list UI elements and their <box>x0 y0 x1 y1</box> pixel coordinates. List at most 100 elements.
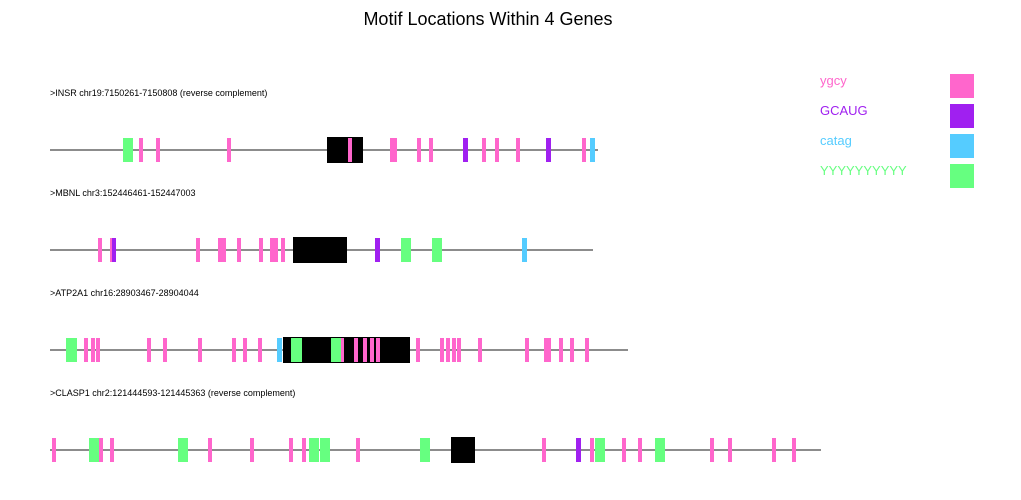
gene-label: >MBNL chr3:152446461-152447003 <box>50 188 196 198</box>
motif-mark-ygcy <box>710 438 714 462</box>
motif-mark-gcaug <box>375 238 380 262</box>
gene-track-mbnl: >MBNL chr3:152446461-152447003 <box>50 188 593 263</box>
legend-swatch-ygcy <box>950 74 974 98</box>
motif-mark-yyyyyyyyyy <box>331 338 341 362</box>
motif-mark-yyyyyyyyyy <box>291 338 302 362</box>
motif-mark-ygcy <box>237 238 241 262</box>
motif-mark-ygcy <box>99 438 103 462</box>
motif-mark-catag <box>277 338 282 362</box>
motif-mark-ygcy <box>302 438 306 462</box>
motif-mark-catag <box>590 138 595 162</box>
motif-mark-ygcy <box>390 138 397 162</box>
motif-mark-ygcy <box>289 438 293 462</box>
motif-mark-ygcy <box>728 438 732 462</box>
figure-title: Motif Locations Within 4 Genes <box>363 9 612 29</box>
motif-mark-ygcy <box>590 438 594 462</box>
motif-mark-ygcy <box>198 338 202 362</box>
motif-mark-ygcy <box>547 338 551 362</box>
motif-mark-ygcy <box>622 438 626 462</box>
motif-mark-ygcy <box>147 338 151 362</box>
legend-swatch-yyyyyyyyyy <box>950 164 974 188</box>
motif-mark-ygcy <box>163 338 167 362</box>
legend-label: GCAUG <box>820 103 868 118</box>
motif-mark-ygcy <box>363 338 367 362</box>
motif-mark-ygcy <box>482 138 486 162</box>
motif-mark-ygcy <box>110 438 114 462</box>
motif-mark-ygcy <box>98 238 102 262</box>
motif-mark-ygcy <box>208 438 212 462</box>
motif-mark-ygcy <box>452 338 456 362</box>
motif-mark-ygcy <box>281 238 285 262</box>
motif-mark-gcaug <box>112 238 116 262</box>
motif-mark-ygcy <box>196 238 200 262</box>
motif-mark-catag <box>522 238 527 262</box>
motif-mark-ygcy <box>356 438 360 462</box>
motif-mark-yyyyyyyyyy <box>432 238 442 262</box>
motif-mark-ygcy <box>559 338 563 362</box>
motif-mark-gcaug <box>576 438 581 462</box>
gene-label: >INSR chr19:7150261-7150808 (reverse com… <box>50 88 267 98</box>
motif-mark-yyyyyyyyyy <box>89 438 99 462</box>
motif-mark-ygcy <box>341 338 344 362</box>
gene-tracks: >INSR chr19:7150261-7150808 (reverse com… <box>50 88 821 463</box>
motif-mark-ygcy <box>495 138 499 162</box>
motif-mark-ygcy <box>446 338 450 362</box>
motif-mark-ygcy <box>259 238 263 262</box>
motif-mark-ygcy <box>376 338 380 362</box>
motif-mark-ygcy <box>516 138 520 162</box>
motif-mark-ygcy <box>440 338 444 362</box>
motif-mark-yyyyyyyyyy <box>420 438 430 462</box>
motif-mark-ygcy <box>370 338 374 362</box>
exon-block <box>451 437 475 463</box>
motif-mark-ygcy <box>354 338 358 362</box>
motif-mark-ygcy <box>232 338 236 362</box>
motif-mark-yyyyyyyyyy <box>309 438 319 462</box>
exon-block <box>327 137 363 163</box>
motif-mark-gcaug <box>463 138 468 162</box>
motif-mark-ygcy <box>570 338 574 362</box>
motif-mark-ygcy <box>91 338 95 362</box>
motif-mark-ygcy <box>544 338 548 362</box>
motif-mark-ygcy <box>348 138 352 162</box>
motif-mark-ygcy <box>429 138 433 162</box>
motif-mark-ygcy <box>84 338 88 362</box>
motif-mark-ygcy <box>227 138 231 162</box>
motif-mark-ygcy <box>585 338 589 362</box>
motif-mark-ygcy <box>218 238 226 262</box>
motif-mark-yyyyyyyyyy <box>123 138 133 162</box>
motif-mark-ygcy <box>478 338 482 362</box>
motif-mark-gcaug <box>546 138 551 162</box>
motif-mark-ygcy <box>525 338 529 362</box>
motif-mark-ygcy <box>96 338 100 362</box>
exon-block <box>293 237 347 263</box>
motif-mark-ygcy <box>139 138 143 162</box>
motif-mark-ygcy <box>638 438 642 462</box>
gene-track-atp2a1: >ATP2A1 chr16:28903467-28904044 <box>50 288 628 363</box>
gene-label: >ATP2A1 chr16:28903467-28904044 <box>50 288 199 298</box>
motif-mark-ygcy <box>416 338 420 362</box>
motif-mark-yyyyyyyyyy <box>66 338 77 362</box>
legend-label: catag <box>820 133 852 148</box>
gene-track-clasp1: >CLASP1 chr2:121444593-121445363 (revers… <box>50 388 821 463</box>
gene-label: >CLASP1 chr2:121444593-121445363 (revers… <box>50 388 295 398</box>
motif-mark-ygcy <box>417 138 421 162</box>
legend-swatch-catag <box>950 134 974 158</box>
motif-mark-yyyyyyyyyy <box>401 238 411 262</box>
motif-mark-ygcy <box>258 338 262 362</box>
motif-mark-ygcy <box>156 138 160 162</box>
legend: ygcy GCAUG catag YYYYYYYYYY <box>820 73 974 188</box>
motif-mark-ygcy <box>542 438 546 462</box>
motif-mark-yyyyyyyyyy <box>320 438 330 462</box>
motif-mark-ygcy <box>772 438 776 462</box>
legend-label: YYYYYYYYYY <box>820 163 907 178</box>
motif-mark-yyyyyyyyyy <box>178 438 188 462</box>
exon-block <box>283 337 410 363</box>
legend-swatch-gcaug <box>950 104 974 128</box>
gene-track-insr: >INSR chr19:7150261-7150808 (reverse com… <box>50 88 598 163</box>
motif-mark-ygcy <box>52 438 56 462</box>
legend-label: ygcy <box>820 73 847 88</box>
motif-mark-yyyyyyyyyy <box>655 438 665 462</box>
motif-mark-yyyyyyyyyy <box>595 438 605 462</box>
